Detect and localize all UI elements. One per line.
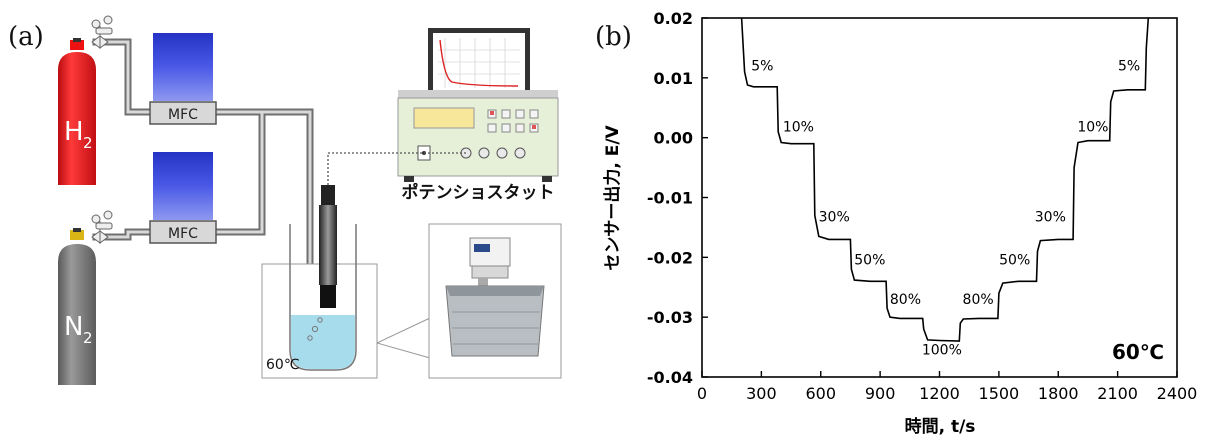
n2-cylinder: N 2: [58, 228, 96, 385]
concentration-label: 30%: [1035, 209, 1066, 225]
x-tick-label: 300: [746, 384, 777, 403]
mfc-top-label: MFC: [168, 107, 198, 123]
potentiostat-label: ポテンショスタット: [402, 182, 555, 203]
x-tick-label: 2100: [1097, 384, 1138, 403]
signal-wire: [327, 152, 466, 185]
n2-subscript: 2: [83, 329, 93, 347]
concentration-label: 5%: [751, 59, 773, 75]
x-axis-label: 時間, t/s: [905, 416, 976, 437]
mfc-bottom-label: MFC: [168, 226, 198, 242]
bath-temp-label: 60℃: [266, 357, 300, 373]
h2-valve-icon: [91, 15, 113, 49]
solution: [291, 315, 355, 369]
y-tick-label: -0.02: [647, 248, 693, 267]
x-tick-label: 900: [865, 384, 896, 403]
potentiostat: [397, 90, 559, 182]
n2-valve-icon: [91, 210, 113, 244]
gas-pipes: [92, 38, 314, 354]
plot-frame: [701, 17, 1178, 378]
panel-b-label: (b): [595, 22, 632, 52]
sensor-electrode: [319, 185, 337, 308]
y-axis-label: センサー出力, E/V: [602, 124, 623, 270]
series-line-0: [740, 17, 1150, 342]
y-tick-label: -0.04: [647, 368, 693, 387]
x-tick-label: 0: [697, 384, 707, 403]
setup-diagram: H 2 N 2 MFC MFC: [58, 15, 562, 385]
mfc-top-box: [149, 101, 217, 125]
y-tick-label: 0.02: [654, 9, 693, 28]
panel-a-label: (a): [8, 22, 44, 52]
concentration-label: 100%: [922, 342, 962, 358]
temp-annotation: 60℃: [1112, 340, 1164, 364]
x-tick-label: 1200: [919, 384, 960, 403]
y-tick-label: -0.01: [647, 189, 693, 208]
concentration-label: 30%: [819, 209, 850, 225]
concentration-label: 10%: [1077, 120, 1108, 136]
mfc-bottom-flowmeter: [153, 152, 213, 220]
x-tick-label: 1800: [1038, 384, 1079, 403]
n2-label: N: [64, 312, 83, 342]
h2-subscript: 2: [83, 134, 93, 152]
y-tick-label: -0.03: [647, 308, 693, 327]
mfc-bottom-box: [149, 220, 217, 244]
mfc-top-flowmeter: [153, 33, 213, 101]
x-tick-label: 600: [805, 384, 836, 403]
y-tick-label: 0.00: [654, 129, 693, 148]
thermostat-bath-icon: [445, 237, 545, 357]
beaker: [289, 224, 357, 371]
h2-label: H: [64, 117, 84, 147]
concentration-label: 80%: [963, 292, 994, 308]
x-tick-label: 2400: [1157, 384, 1198, 403]
concentration-label: 50%: [854, 253, 885, 269]
concentration-label: 80%: [890, 292, 921, 308]
concentration-label: 5%: [1118, 59, 1140, 75]
h2-cylinder: H 2: [58, 38, 96, 185]
concentration-label: 50%: [999, 253, 1030, 269]
x-tick-label: 1500: [979, 384, 1020, 403]
y-tick-label: 0.01: [654, 69, 693, 88]
concentration-label: 10%: [783, 120, 814, 136]
